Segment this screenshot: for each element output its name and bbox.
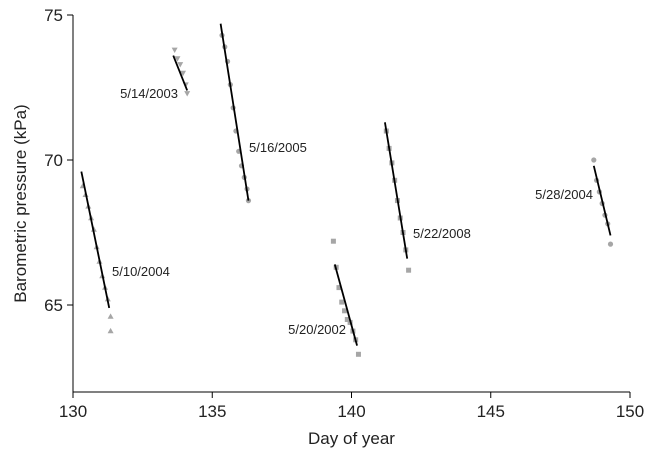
data-point [342, 308, 348, 314]
series-label: 5/20/2002 [288, 322, 346, 337]
y-tick-label: 65 [44, 296, 63, 315]
data-point [344, 317, 350, 322]
data-point [336, 285, 342, 291]
fit-line [80, 171, 111, 309]
y-tick-label: 75 [44, 6, 63, 25]
x-tick-label: 130 [59, 402, 87, 421]
x-tick-label: 150 [616, 402, 644, 421]
x-ticks: 130 135 140 145 150 [59, 392, 644, 421]
fit-line [333, 264, 358, 346]
x-tick-label: 135 [198, 402, 226, 421]
x-tick-label: 140 [337, 402, 365, 421]
data-point [177, 62, 184, 68]
y-tick-label: 70 [44, 151, 63, 170]
fit-line [592, 165, 612, 236]
data-point [591, 157, 597, 163]
series-label: 5/14/2003 [120, 86, 178, 101]
data-point [174, 56, 181, 62]
y-ticks: 65 70 75 [44, 6, 73, 315]
data-point [339, 299, 345, 305]
axes: 130 135 140 145 150 65 70 75 [44, 6, 644, 421]
x-axis-label: Day of year [308, 429, 395, 448]
fit-line [172, 55, 189, 91]
fit-line [384, 122, 409, 259]
y-axis-label: Barometric pressure (kPa) [11, 104, 30, 302]
series-label: 5/28/2004 [535, 187, 593, 202]
data-point [330, 238, 336, 244]
x-tick-label: 145 [477, 402, 505, 421]
data-point [171, 47, 178, 53]
series-label: 5/22/2008 [413, 226, 471, 241]
data-point [607, 241, 614, 247]
fit-line [219, 23, 250, 201]
data-point [184, 91, 191, 97]
data-point [406, 267, 412, 273]
data-point [180, 70, 187, 77]
data-point [355, 351, 361, 357]
data-point [107, 327, 114, 334]
series-labels: 5/10/2004 5/14/2003 5/16/2005 5/20/2002 5/22… [112, 86, 593, 337]
series-label: 5/10/2004 [112, 264, 170, 279]
series-label: 5/16/2005 [249, 140, 307, 155]
data-point [107, 313, 114, 319]
fit-lines [80, 23, 612, 346]
